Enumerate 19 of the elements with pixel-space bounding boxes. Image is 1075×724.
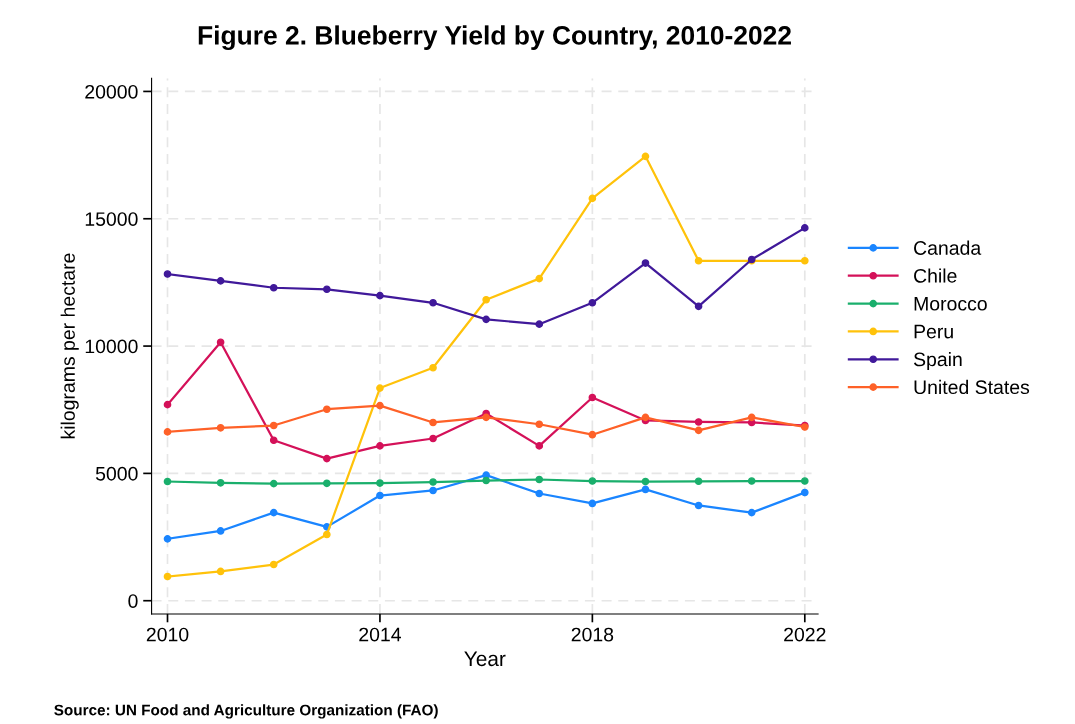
legend-label: Chile [914,268,957,283]
legend-label: Spain [913,351,962,371]
x-tick-label: 2018 [571,627,614,642]
y-axis-title: kilograms per hectare [60,253,79,439]
y-tick-label: 10000 [85,339,138,354]
y-tick-label: 5000 [95,466,138,481]
y-tick-label: 20000 [85,84,138,99]
legend-label: Peru [914,324,953,339]
x-tick-label: 2022 [784,627,826,642]
legend-label: Canada [914,240,982,255]
y-tick-label: 0 [128,594,138,608]
x-tick-label: 2014 [359,627,401,642]
x-axis-title: Year [464,651,506,667]
legend-label: Morocco [914,297,987,311]
x-tick-label: 2010 [146,627,189,642]
legend-label: United States [914,379,1030,395]
source-note: Source: UN Food and Agriculture Organization (FAO) [54,704,438,719]
y-tick-label: 15000 [85,212,138,226]
chart-title: Figure 2. Blueberry Yield by Country, 2010-2022 [198,25,791,51]
